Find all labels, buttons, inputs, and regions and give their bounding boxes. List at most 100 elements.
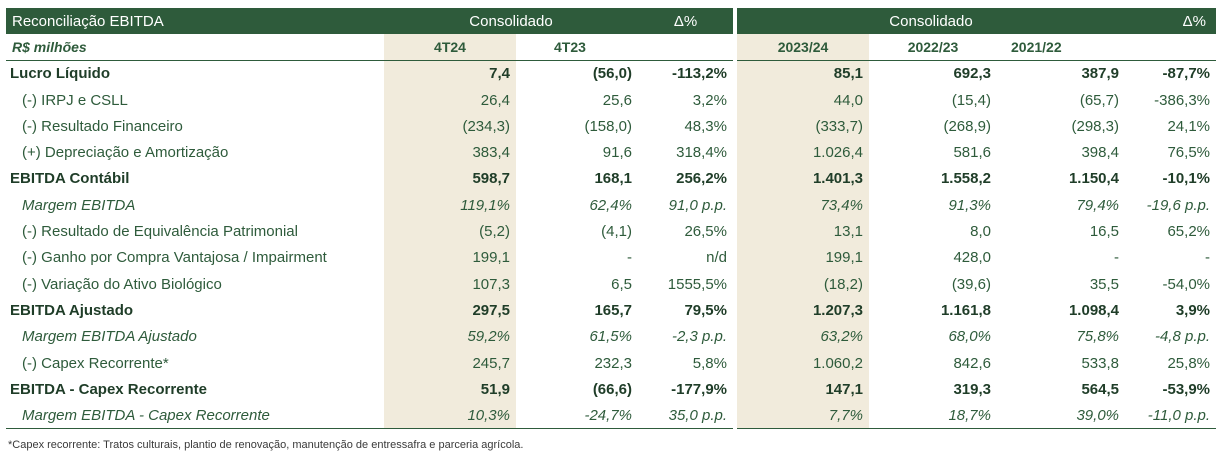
table-row: (-) Resultado Financeiro (234,3) (158,0) 48… — [6, 113, 1216, 140]
cell-2021-22: 75,8% — [1076, 328, 1120, 346]
row-label: (+) Depreciação e Amortização — [22, 144, 229, 162]
cell-delta-quarter: 1555,5% — [667, 275, 727, 293]
cell-2021-22: 16,5 — [1089, 223, 1120, 241]
cell-2022-23: 581,6 — [953, 144, 991, 162]
table-row: Margem EBITDA Ajustado 59,2% 61,5% -2,3 p.p… — [6, 323, 1216, 350]
cell-4t24: 119,1% — [384, 192, 516, 219]
cell-delta-quarter: 256,2% — [676, 170, 727, 188]
cell-delta-quarter: 26,5% — [684, 223, 727, 241]
table-body: Lucro Líquido 7,4 (56,0) -113,2% 85,1 692,3 38… — [6, 60, 1217, 429]
cell-2022-23: 1.161,8 — [940, 301, 991, 319]
cell-delta-quarter: -2,3 p.p. — [671, 328, 727, 346]
cell-delta-quarter: 35,0 p.p. — [638, 402, 733, 429]
cell-2022-23: 1.558,2 — [940, 170, 991, 188]
cell-4t23: 91,6 — [602, 144, 632, 162]
cell-2023-24: 73,4% — [737, 192, 869, 219]
table-row: EBITDA Ajustado 297,5 165,7 79,5% 1.207,3 1.1… — [6, 297, 1216, 324]
row-label: (-) IRPJ e CSLL — [22, 91, 128, 109]
table-row: (-) IRPJ e CSLL 26,4 25,6 3,2% 44,0 (15,4) (65… — [6, 86, 1216, 114]
cell-4t23: 61,5% — [589, 328, 632, 346]
row-label: (-) Ganho por Compra Vantajosa / Impairm… — [22, 249, 327, 267]
col-header-2023-24: 2023/24 — [737, 34, 869, 61]
cell-delta-year: -4,8 p.p. — [1154, 328, 1211, 346]
col-header-delta-year — [1125, 34, 1217, 61]
cell-delta-year: -10,1% — [1162, 170, 1211, 188]
cell-delta-year: -54,0% — [1162, 275, 1211, 293]
cell-4t23: 232,3 — [594, 354, 632, 372]
column-gap — [733, 86, 737, 114]
cell-4t24: 383,4 — [384, 139, 516, 166]
cell-delta-year: -386,3% — [1154, 91, 1211, 109]
cell-2021-22: 533,8 — [1081, 354, 1120, 372]
cell-4t24: 26,4 — [384, 86, 516, 114]
footnote: *Capex recorrente: Tratos culturais, pla… — [8, 439, 524, 451]
cell-2021-22: 1.150,4 — [1068, 170, 1120, 188]
cell-2023-24: 63,2% — [737, 323, 869, 350]
cell-2023-24: 199,1 — [737, 244, 869, 271]
cell-2022-23: 18,7% — [869, 402, 997, 429]
column-gap — [733, 60, 737, 87]
cell-delta-year: 76,5% — [1167, 144, 1211, 162]
column-gap — [733, 244, 737, 271]
cell-delta-year: 25,8% — [1167, 354, 1211, 372]
cell-2021-22: (65,7) — [1079, 91, 1120, 109]
cell-4t23: (4,1) — [601, 223, 632, 241]
table-row: (-) Ganho por Compra Vantajosa / Impairm… — [6, 244, 1216, 271]
cell-2022-23: 692,3 — [953, 65, 991, 83]
cell-delta-quarter: 3,2% — [692, 91, 727, 109]
cell-4t23: (56,0) — [592, 65, 632, 83]
cell-2022-23: (268,9) — [943, 117, 991, 135]
column-gap — [733, 349, 737, 377]
row-label: EBITDA Contábil — [10, 170, 130, 188]
cell-4t23: (66,6) — [592, 380, 632, 398]
column-gap — [733, 218, 737, 245]
column-gap — [733, 297, 737, 324]
cell-2022-23: 428,0 — [953, 249, 991, 267]
cell-4t24: 7,4 — [384, 60, 516, 87]
cell-2021-22: (298,3) — [1071, 117, 1120, 135]
cell-2022-23: 91,3% — [948, 196, 991, 214]
ebitda-reconciliation-table: Reconciliação EBITDA Consolidado Δ% Cons… — [6, 8, 1217, 429]
column-gap — [733, 270, 737, 298]
cell-delta-quarter: 79,5% — [684, 301, 727, 319]
cell-2023-24: 13,1 — [737, 218, 869, 245]
row-label: (-) Variação do Ativo Biológico — [22, 275, 222, 293]
cell-delta-quarter: 48,3% — [684, 117, 727, 135]
header-row: Reconciliação EBITDA Consolidado Δ% Cons… — [6, 8, 1217, 35]
cell-2022-23: (15,4) — [951, 91, 991, 109]
cell-4t24: 59,2% — [384, 323, 516, 350]
table-row: Lucro Líquido 7,4 (56,0) -113,2% 85,1 692,3 38… — [6, 60, 1216, 87]
cell-4t23: 6,5 — [611, 275, 632, 293]
cell-delta-quarter: -177,9% — [671, 380, 727, 398]
row-label: (-) Capex Recorrente* — [22, 354, 169, 372]
col-header-4t23: 4T23 — [516, 34, 638, 61]
column-gap — [733, 8, 737, 35]
row-label: Lucro Líquido — [10, 65, 110, 83]
table-row: (+) Depreciação e Amortização 383,4 91,6 31… — [6, 139, 1216, 166]
cell-delta-year: 65,2% — [1167, 223, 1211, 241]
cell-2021-22: 35,5 — [1089, 275, 1120, 293]
cell-delta-year: - — [1205, 249, 1211, 267]
cell-2023-24: 1.207,3 — [737, 297, 869, 324]
cell-2022-23: 68,0% — [948, 328, 991, 346]
cell-delta-quarter: 318,4% — [676, 144, 727, 162]
cell-delta-quarter: -113,2% — [671, 65, 727, 83]
cell-4t24: 51,9 — [384, 376, 516, 403]
cell-2023-24: 7,7% — [737, 402, 869, 429]
cell-4t24: 297,5 — [384, 297, 516, 324]
cell-4t24: 199,1 — [384, 244, 516, 271]
cell-4t24: 598,7 — [384, 165, 516, 193]
row-label: EBITDA Ajustado — [10, 301, 134, 319]
row-label: (-) Resultado Financeiro — [22, 117, 183, 135]
cell-2023-24: 147,1 — [737, 376, 869, 403]
row-label: Margem EBITDA Ajustado — [22, 328, 197, 346]
cell-2021-22: 79,4% — [1076, 196, 1120, 214]
cell-2023-24: (18,2) — [737, 270, 869, 298]
subheader-row: R$ milhões 4T24 4T23 2023/24 2022/23 202… — [6, 34, 1217, 61]
table-row: EBITDA Contábil 598,7 168,1 256,2% 1.401,3 1.… — [6, 165, 1216, 193]
column-gap — [733, 402, 737, 429]
column-gap — [733, 323, 737, 350]
table-row: EBITDA - Capex Recorrente 51,9 (66,6) -177,… — [6, 376, 1216, 403]
col-header-2022-23: 2022/23 — [869, 34, 997, 61]
